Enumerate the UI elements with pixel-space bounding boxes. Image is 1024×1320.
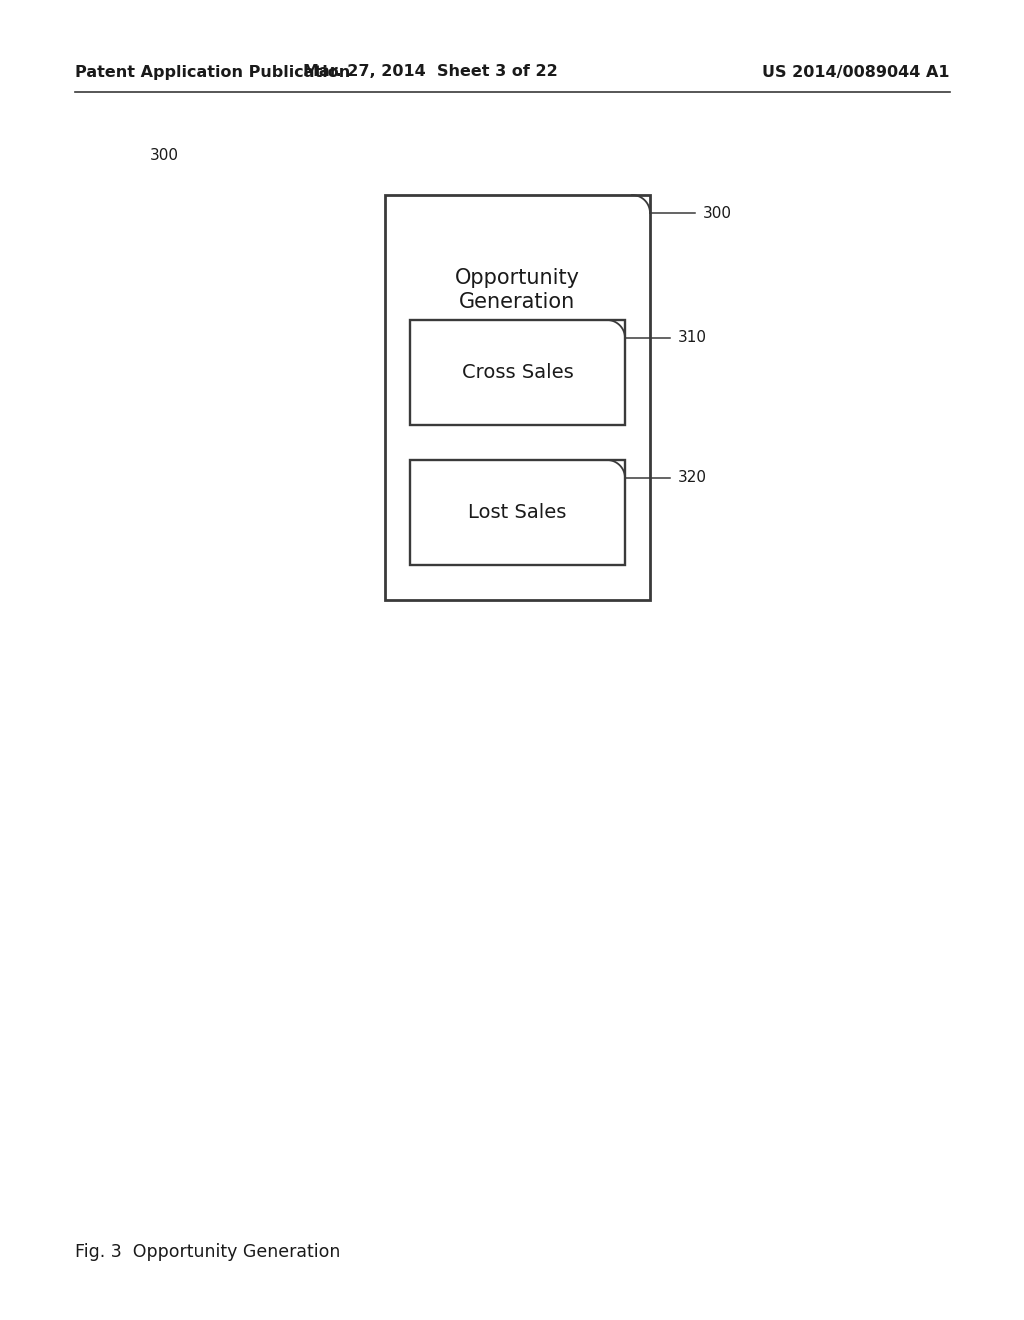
Text: 320: 320 bbox=[678, 470, 707, 486]
Text: Lost Sales: Lost Sales bbox=[468, 503, 566, 521]
Text: 300: 300 bbox=[150, 148, 179, 162]
Bar bbox=[410, 459, 625, 565]
Text: US 2014/0089044 A1: US 2014/0089044 A1 bbox=[763, 65, 950, 79]
Text: Opportunity
Generation: Opportunity Generation bbox=[455, 268, 580, 312]
Text: 310: 310 bbox=[678, 330, 707, 346]
Text: 300: 300 bbox=[703, 206, 732, 220]
Text: Mar. 27, 2014  Sheet 3 of 22: Mar. 27, 2014 Sheet 3 of 22 bbox=[303, 65, 557, 79]
Bar bbox=[410, 319, 625, 425]
Text: Fig. 3  Opportunity Generation: Fig. 3 Opportunity Generation bbox=[75, 1243, 340, 1261]
Text: Patent Application Publication: Patent Application Publication bbox=[75, 65, 350, 79]
Text: Cross Sales: Cross Sales bbox=[462, 363, 573, 381]
Bar bbox=[385, 195, 650, 601]
